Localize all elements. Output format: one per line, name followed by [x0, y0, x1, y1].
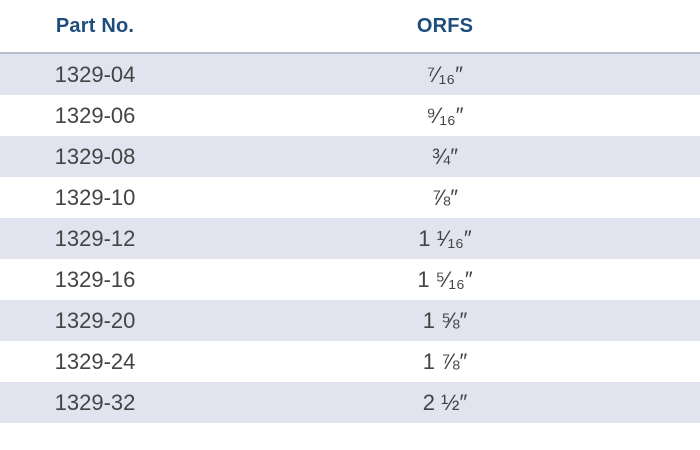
- table-row: 1329-16 1 ⁵⁄₁₆″: [0, 259, 700, 300]
- part-no-cell: 1329-32: [54, 389, 136, 415]
- part-no-cell: 1329-16: [54, 266, 136, 292]
- table-row: 1329-12 1 ¹⁄₁₆″: [0, 218, 700, 259]
- orfs-cell: 2 ½″: [422, 389, 468, 415]
- part-no-cell: 1329-06: [54, 102, 136, 128]
- orfs-cell: 1 ⁵⁄₁₆″: [417, 266, 473, 292]
- header-orfs: ORFS: [416, 14, 474, 37]
- table-row: 1329-20 1 ⅝″: [0, 300, 700, 341]
- part-no-cell: 1329-12: [54, 225, 136, 251]
- orfs-cell: 1 ⅞″: [422, 348, 468, 374]
- table-row: 1329-32 2 ½″: [0, 382, 700, 423]
- part-no-cell: 1329-08: [54, 143, 136, 169]
- table-row: 1329-24 1 ⅞″: [0, 341, 700, 382]
- table-row: 1329-04 ⁷⁄₁₆″: [0, 54, 700, 95]
- part-no-cell: 1329-20: [54, 307, 136, 333]
- orfs-cell: 1 ⅝″: [422, 307, 468, 333]
- table-row: 1329-08 ¾″: [0, 136, 700, 177]
- orfs-cell: 1 ¹⁄₁₆″: [418, 225, 472, 251]
- table-header: Part No. ORFS: [0, 0, 700, 54]
- table-row: 1329-10 ⅞″: [0, 177, 700, 218]
- table-row: 1329-06 ⁹⁄₁₆″: [0, 95, 700, 136]
- part-no-cell: 1329-24: [54, 348, 136, 374]
- parts-table: Part No. ORFS 1329-04 ⁷⁄₁₆″ 1329-06 ⁹⁄₁₆…: [0, 0, 700, 423]
- header-part-no: Part No.: [55, 14, 135, 37]
- orfs-cell: ⅞″: [431, 184, 459, 210]
- orfs-cell: ⁹⁄₁₆″: [426, 102, 464, 128]
- orfs-cell: ⁷⁄₁₆″: [427, 61, 463, 87]
- part-no-cell: 1329-04: [54, 61, 136, 87]
- orfs-cell: ¾″: [431, 143, 459, 169]
- part-no-cell: 1329-10: [54, 184, 136, 210]
